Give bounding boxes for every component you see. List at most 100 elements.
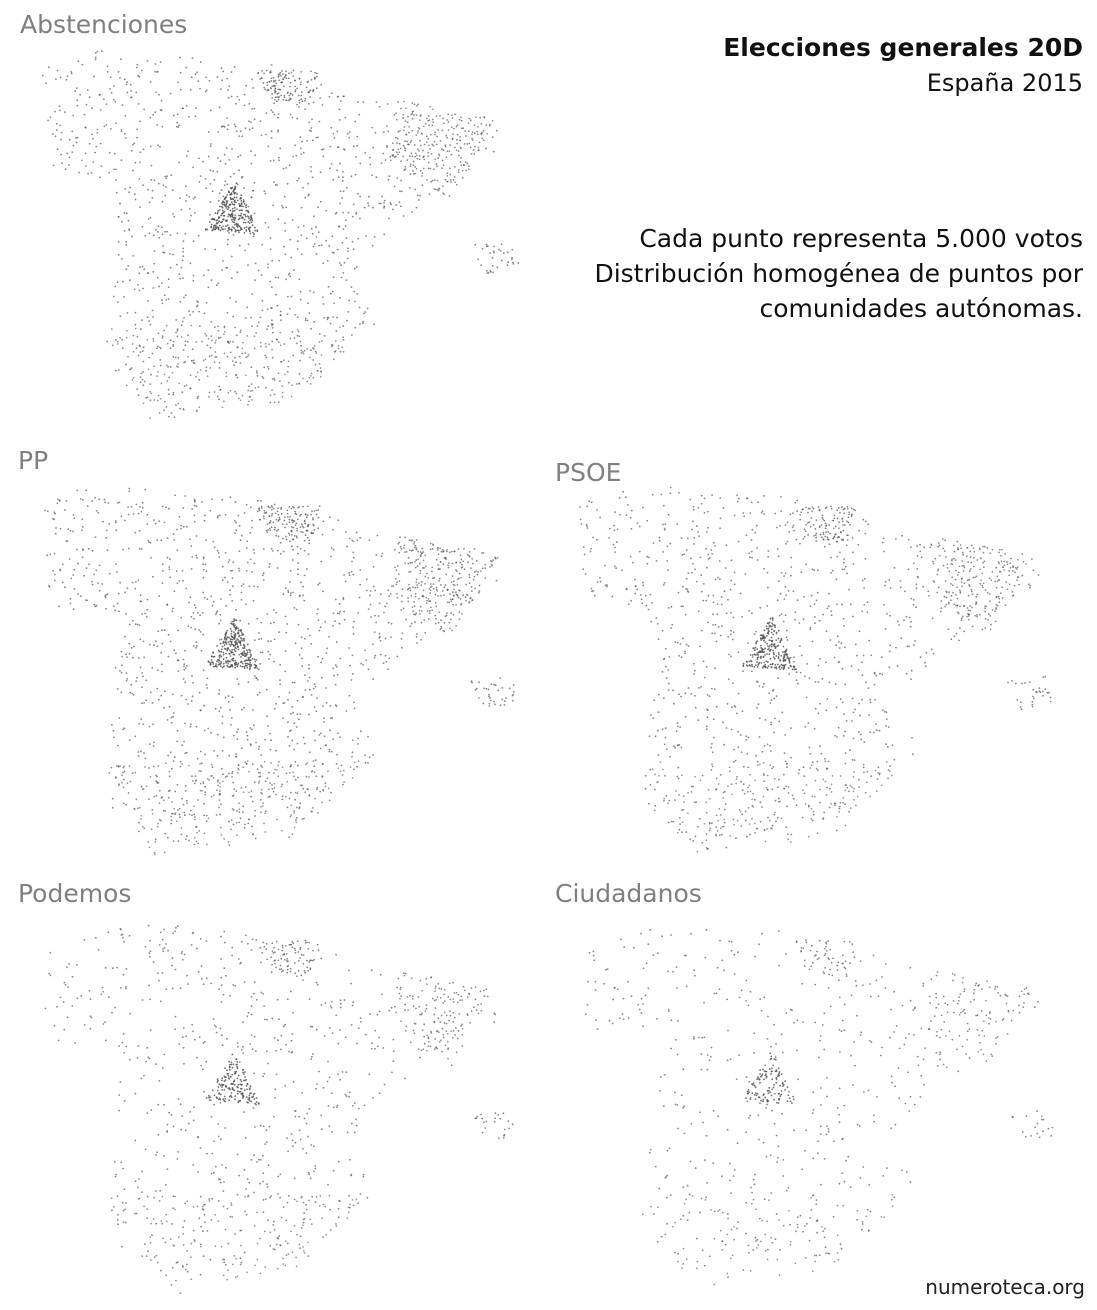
vote-dot: [452, 594, 455, 597]
vote-dot: [154, 838, 157, 841]
vote-dot: [711, 751, 714, 754]
vote-dot: [252, 235, 255, 238]
vote-dot: [302, 225, 305, 227]
vote-dot: [339, 162, 341, 165]
vote-dot: [251, 108, 254, 110]
vote-dot: [179, 760, 182, 763]
vote-dot: [413, 613, 415, 616]
vote-dot: [400, 609, 403, 611]
vote-dot: [828, 787, 831, 790]
vote-dot: [702, 599, 705, 602]
vote-dot: [716, 613, 719, 616]
vote-dot: [285, 538, 288, 541]
vote-dot: [277, 75, 280, 78]
vote-dot: [750, 501, 753, 504]
vote-dot: [380, 162, 383, 165]
vote-dot: [745, 534, 748, 537]
vote-dot: [290, 530, 293, 533]
vote-dot: [317, 619, 320, 622]
vote-dot: [250, 162, 253, 165]
vote-dot: [231, 226, 234, 229]
vote-dot: [158, 412, 161, 414]
vote-dot: [269, 248, 272, 251]
vote-dot: [73, 588, 76, 590]
vote-dot: [453, 176, 456, 178]
vote-dot: [352, 248, 355, 251]
vote-dot: [120, 221, 123, 223]
vote-dot: [277, 513, 280, 516]
vote-dot: [176, 263, 178, 266]
vote-dot: [260, 764, 262, 767]
vote-dot: [259, 345, 262, 348]
vote-dot: [930, 544, 933, 546]
vote-dot: [372, 565, 375, 568]
vote-dot: [271, 340, 274, 343]
vote-dot: [279, 88, 282, 91]
vote-dot: [769, 744, 771, 747]
vote-dot: [207, 269, 210, 272]
vote-dot: [222, 203, 224, 206]
vote-dot: [156, 347, 158, 350]
vote-dot: [279, 310, 282, 313]
vote-dot: [139, 161, 141, 164]
vote-dot: [476, 573, 479, 576]
vote-dot: [703, 512, 706, 514]
vote-dot: [151, 197, 154, 199]
vote-dot: [321, 775, 324, 777]
vote-dot: [226, 636, 229, 639]
vote-dot: [247, 205, 250, 208]
vote-dot: [281, 523, 284, 526]
vote-dot: [317, 509, 320, 511]
vote-dot: [306, 529, 308, 532]
vote-dot: [431, 609, 434, 612]
vote-dot: [297, 552, 299, 555]
vote-dot: [115, 529, 118, 532]
vote-dot: [663, 582, 666, 584]
vote-dot: [352, 632, 355, 635]
vote-dot: [390, 203, 392, 206]
vote-dot: [282, 593, 285, 596]
vote-dot: [157, 394, 160, 397]
vote-dot: [149, 323, 152, 326]
vote-dot: [215, 613, 217, 616]
vote-dot: [334, 212, 337, 215]
vote-dot: [156, 539, 159, 541]
map-psoe: [578, 486, 1052, 853]
vote-dot: [152, 338, 155, 340]
vote-dot: [231, 775, 233, 778]
vote-dot: [238, 640, 241, 643]
vote-dot: [418, 597, 420, 600]
vote-dot: [165, 324, 168, 327]
vote-dot: [110, 91, 113, 94]
vote-dot: [112, 729, 115, 732]
vote-dot: [499, 704, 502, 707]
vote-dot: [777, 555, 780, 558]
vote-dot: [740, 751, 743, 753]
vote-dot: [824, 757, 826, 760]
note-line-2: Distribución homogénea de puntos por: [594, 259, 1083, 288]
vote-dot: [296, 713, 299, 716]
vote-dot: [277, 535, 280, 538]
vote-dot: [161, 618, 163, 620]
vote-dot: [841, 667, 844, 670]
vote-dot: [916, 555, 919, 557]
vote-dot: [457, 171, 460, 174]
vote-dot: [90, 172, 93, 174]
vote-dot: [122, 548, 124, 551]
vote-dot: [279, 380, 281, 382]
vote-dot: [137, 284, 139, 286]
vote-dot: [302, 594, 304, 597]
vote-dot: [167, 796, 170, 799]
vote-dot: [179, 407, 182, 410]
vote-dot: [640, 594, 642, 596]
vote-dot: [197, 395, 200, 398]
vote-dot: [130, 96, 132, 99]
vote-dot: [785, 650, 787, 653]
vote-dot: [766, 605, 769, 607]
vote-dot: [943, 595, 946, 598]
vote-dot: [300, 98, 303, 101]
vote-dot: [206, 344, 209, 347]
vote-dot: [730, 706, 733, 708]
vote-dot: [225, 652, 227, 655]
vote-dot: [421, 172, 424, 175]
